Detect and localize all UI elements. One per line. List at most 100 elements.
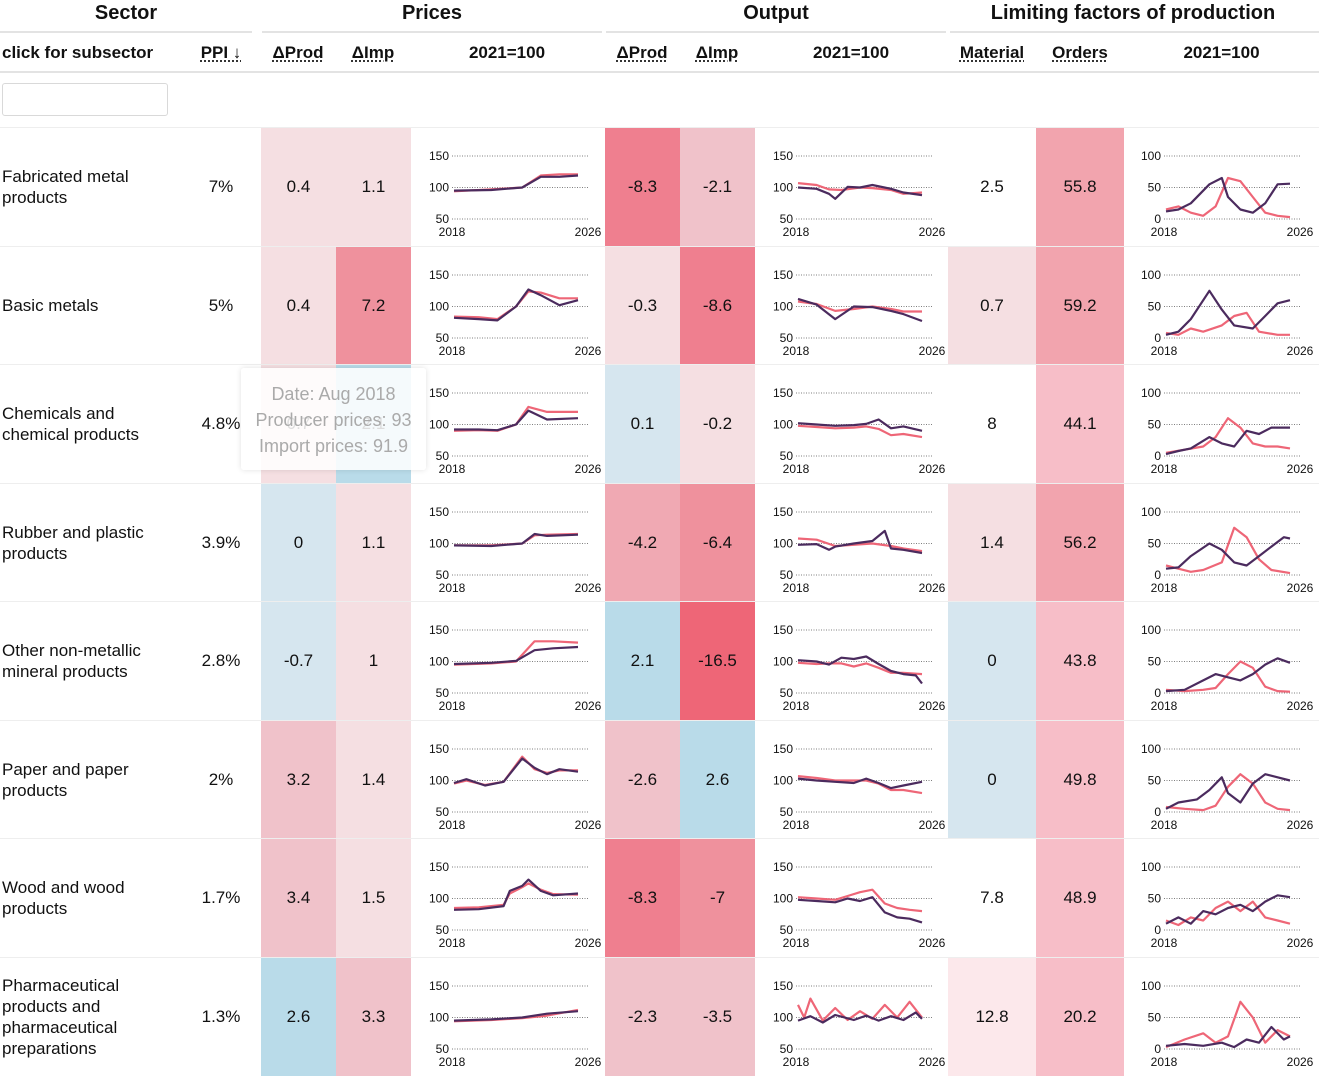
output-dimp-cell: -3.5 bbox=[680, 957, 755, 1076]
output-5-tick: 50 bbox=[780, 686, 794, 700]
limiting-material-cell: 12.8 bbox=[948, 957, 1036, 1076]
sector-name[interactable]: Chemicals and chemical products bbox=[2, 404, 140, 445]
sector-name[interactable]: Pharmaceutical products and pharmaceutic… bbox=[2, 975, 120, 1058]
output-7-tick: 150 bbox=[773, 860, 793, 874]
output-1-end-year: 2026 bbox=[919, 225, 946, 239]
prices-8-tick: 50 bbox=[436, 1042, 450, 1056]
prices-6-producer-line bbox=[453, 756, 579, 787]
output-3-import-line bbox=[797, 424, 923, 439]
output-4-tick: 100 bbox=[773, 536, 793, 550]
limiting-orders-cell: 56.2 bbox=[1036, 483, 1124, 602]
output-8-producer-line bbox=[797, 1010, 923, 1024]
col-dimp-output-label[interactable]: ΔImp bbox=[695, 43, 739, 62]
col-dprod-output[interactable]: ΔProd bbox=[606, 40, 678, 66]
output-4-tick: 50 bbox=[780, 568, 794, 582]
prices-4-start-year: 2018 bbox=[439, 581, 466, 595]
col-dprod-prices-label[interactable]: ΔProd bbox=[272, 43, 324, 62]
prices-dimp-cell: 1.4 bbox=[336, 720, 411, 839]
prices-dimp-cell: 7.2 bbox=[336, 246, 411, 365]
prices-6-tick: 50 bbox=[436, 805, 450, 819]
sector-name[interactable]: Rubber and plastic products bbox=[2, 522, 144, 563]
prices-dprod-cell: 0 bbox=[261, 483, 336, 602]
limiting-5-start-year: 2018 bbox=[1151, 699, 1178, 713]
prices-6-tick: 150 bbox=[429, 742, 449, 756]
limiting-3-producer-line bbox=[1165, 426, 1290, 456]
sector-name[interactable]: Fabricated metal products bbox=[2, 167, 129, 208]
col-subsector[interactable]: click for subsector bbox=[2, 43, 154, 62]
prices-6-start-year: 2018 bbox=[439, 818, 466, 832]
prices-8-tick: 150 bbox=[429, 979, 449, 993]
ppi-weight: 2% bbox=[208, 769, 234, 789]
limiting-4-tick: 100 bbox=[1141, 505, 1161, 519]
ppi-weight: 1.7% bbox=[201, 888, 241, 908]
limiting-3-end-year: 2026 bbox=[1287, 462, 1314, 476]
sector-name[interactable]: Paper and paper products bbox=[2, 759, 129, 800]
limiting-8-tick: 0 bbox=[1154, 1042, 1161, 1056]
prices-5-start-year: 2018 bbox=[439, 699, 466, 713]
limiting-4-end-year: 2026 bbox=[1287, 581, 1314, 595]
output-2-tick: 150 bbox=[773, 268, 793, 282]
limiting-7-tick: 0 bbox=[1154, 923, 1161, 937]
col-dimp-output[interactable]: ΔImp bbox=[680, 40, 754, 66]
row-divider bbox=[0, 482, 1319, 484]
limiting-5-tick: 100 bbox=[1141, 623, 1161, 637]
output-5-producer-line bbox=[797, 655, 923, 685]
limiting-orders-cell: 44.1 bbox=[1036, 365, 1124, 484]
col-orders-label[interactable]: Orders bbox=[1052, 43, 1108, 62]
prices-2-tick: 150 bbox=[429, 268, 449, 282]
col-dimp-prices-label[interactable]: ΔImp bbox=[351, 43, 395, 62]
output-1-start-year: 2018 bbox=[783, 225, 810, 239]
col-index-limiting: 2021=100 bbox=[1183, 43, 1260, 62]
limiting-orders-cell: 49.8 bbox=[1036, 720, 1124, 839]
limiting-6-tick: 0 bbox=[1154, 805, 1161, 819]
output-8-import-line bbox=[797, 996, 923, 1022]
group-output: Output bbox=[743, 2, 809, 24]
output-5-end-year: 2026 bbox=[919, 699, 946, 713]
output-4-import-line bbox=[797, 536, 923, 552]
output-2-producer-line bbox=[797, 297, 923, 322]
limiting-orders-cell: 55.8 bbox=[1036, 128, 1124, 247]
col-dimp-prices[interactable]: ΔImp bbox=[336, 40, 410, 66]
sector-name[interactable]: Wood and wood products bbox=[2, 878, 125, 919]
output-6-producer-line bbox=[797, 776, 923, 789]
prices-5-producer-line bbox=[453, 645, 579, 666]
col-orders[interactable]: Orders bbox=[1036, 40, 1124, 66]
chart-tooltip: Date: Aug 2018 Producer prices: 93 Impor… bbox=[241, 368, 426, 470]
col-dprod-output-label[interactable]: ΔProd bbox=[616, 43, 668, 62]
prices-dprod-cell: -0.7 bbox=[261, 602, 336, 721]
col-dprod-prices[interactable]: ΔProd bbox=[262, 40, 334, 66]
sector-name[interactable]: Basic metals bbox=[2, 296, 99, 316]
output-5-tick: 100 bbox=[773, 655, 793, 669]
ppi-weight: 3.9% bbox=[201, 532, 241, 552]
col-ppi-sort[interactable]: PPI ↓ bbox=[186, 40, 256, 66]
row-divider bbox=[0, 245, 1319, 247]
ppi-weight: 4.8% bbox=[201, 414, 241, 434]
limiting-2-end-year: 2026 bbox=[1287, 344, 1314, 358]
sector-filter-input[interactable] bbox=[2, 83, 168, 116]
limiting-8-start-year: 2018 bbox=[1151, 1055, 1178, 1069]
prices-4-tick: 150 bbox=[429, 505, 449, 519]
sector-name[interactable]: Other non-metallic mineral products bbox=[2, 641, 141, 682]
col-material[interactable]: Material bbox=[950, 40, 1034, 66]
col-material-label[interactable]: Material bbox=[959, 43, 1025, 62]
output-dprod-cell: -8.3 bbox=[605, 128, 680, 247]
output-dimp-cell: 2.6 bbox=[680, 720, 755, 839]
prices-4-tick: 100 bbox=[429, 536, 449, 550]
output-3-tick: 50 bbox=[780, 449, 794, 463]
limiting-1-tick: 50 bbox=[1148, 181, 1162, 195]
limiting-4-start-year: 2018 bbox=[1151, 581, 1178, 595]
prices-dimp-cell: 1 bbox=[336, 602, 411, 721]
output-dprod-cell: 0.1 bbox=[605, 365, 680, 484]
limiting-7-producer-line bbox=[1165, 894, 1291, 925]
col-ppi-label[interactable]: PPI ↓ bbox=[200, 43, 242, 62]
output-3-producer-line bbox=[797, 418, 923, 432]
prices-7-tick: 50 bbox=[436, 923, 450, 937]
limiting-6-import-line bbox=[1165, 772, 1291, 811]
